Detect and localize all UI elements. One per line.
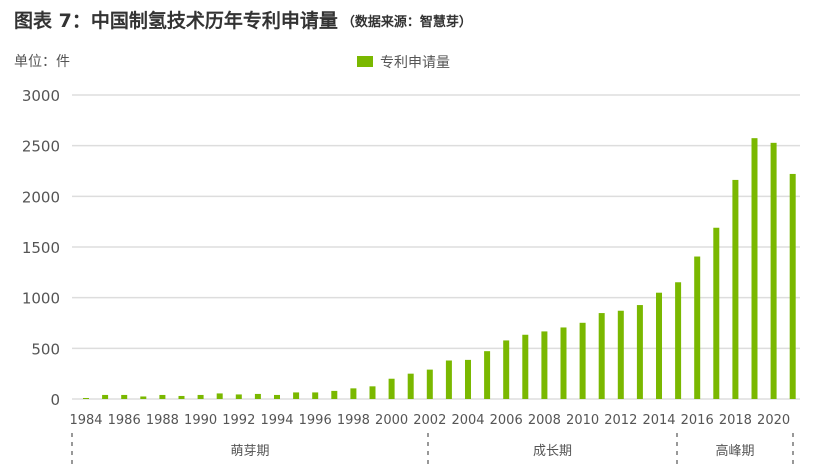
bar-2018 <box>732 179 739 399</box>
bar-2004 <box>465 359 471 399</box>
y-tick-label: 3000 <box>22 87 60 105</box>
bar-1990 <box>197 394 204 399</box>
x-tick-label: 2020 <box>757 413 790 428</box>
bar-1989 <box>178 395 185 399</box>
bar-2014 <box>656 292 662 399</box>
bar-1997 <box>331 390 338 399</box>
x-tick-label: 2016 <box>681 413 714 428</box>
bar-2020 <box>770 142 777 399</box>
bar-1988 <box>159 394 166 399</box>
bar-1992 <box>235 394 242 399</box>
bar-1999 <box>369 386 376 399</box>
bar-1996 <box>312 392 319 399</box>
x-tick-label: 1984 <box>69 413 102 428</box>
y-tick-label: 2000 <box>22 188 60 206</box>
bar-1994 <box>274 394 280 399</box>
bar-2003 <box>445 360 452 399</box>
legend-label: 专利申请量 <box>380 55 450 71</box>
x-tick-label: 1986 <box>108 413 141 428</box>
bar-2019 <box>751 138 758 399</box>
bar-2017 <box>713 227 720 399</box>
x-tick-label: 2004 <box>451 413 484 428</box>
bar-2011 <box>598 313 605 399</box>
y-tick-label: 1500 <box>22 239 60 257</box>
chart-source: （数据来源：智慧芽） <box>342 14 472 30</box>
bar-2015 <box>675 282 682 399</box>
bar-2001 <box>407 373 414 399</box>
bar-2012 <box>617 310 624 399</box>
bar-1985 <box>102 394 109 399</box>
bar-2021 <box>789 173 796 399</box>
bar-2009 <box>560 327 567 399</box>
bar-2010 <box>579 322 586 399</box>
x-tick-label: 1998 <box>337 413 370 428</box>
legend: 专利申请量 <box>357 55 450 71</box>
y-tick-label: 0 <box>50 391 60 409</box>
bar-1995 <box>293 392 300 399</box>
y-tick-label: 500 <box>31 340 60 358</box>
x-tick-label: 1988 <box>146 413 179 428</box>
x-tick-label: 1994 <box>260 413 293 428</box>
phase-label: 高峰期 <box>715 443 754 459</box>
y-tick-label: 1000 <box>22 290 60 308</box>
chart-title: 图表 7：中国制氢技术历年专利申请量 <box>14 9 338 32</box>
bar-1998 <box>350 388 357 399</box>
bar-1986 <box>121 394 128 399</box>
x-tick-label: 2010 <box>566 413 599 428</box>
x-tick-label: 2018 <box>719 413 752 428</box>
x-tick-label: 2002 <box>413 413 446 428</box>
bar-1984 <box>83 397 89 399</box>
bar-1987 <box>140 396 147 399</box>
x-tick-label: 2000 <box>375 413 408 428</box>
bar-2005 <box>484 351 491 399</box>
bar-2013 <box>636 305 643 399</box>
x-tick-label: 1992 <box>222 413 255 428</box>
bar-2008 <box>541 331 548 399</box>
legend-swatch <box>357 56 373 67</box>
phase-label: 成长期 <box>533 444 572 459</box>
bar-2000 <box>388 378 395 399</box>
x-tick-label: 1996 <box>299 413 332 428</box>
unit-label: 单位：件 <box>14 54 70 70</box>
x-tick-label: 2014 <box>642 413 675 428</box>
x-tick-label: 2006 <box>490 413 523 428</box>
bar-2007 <box>522 334 529 399</box>
x-tick-label: 2012 <box>604 413 637 428</box>
phase-label: 萌芽期 <box>230 444 269 459</box>
bar-2002 <box>426 369 433 399</box>
bar-2016 <box>694 256 701 399</box>
bar-1991 <box>216 393 223 399</box>
x-tick-label: 1990 <box>184 413 217 428</box>
y-tick-label: 2500 <box>22 138 60 156</box>
x-tick-label: 2008 <box>528 413 561 428</box>
bar-1993 <box>254 393 261 399</box>
bar-2006 <box>503 340 510 399</box>
